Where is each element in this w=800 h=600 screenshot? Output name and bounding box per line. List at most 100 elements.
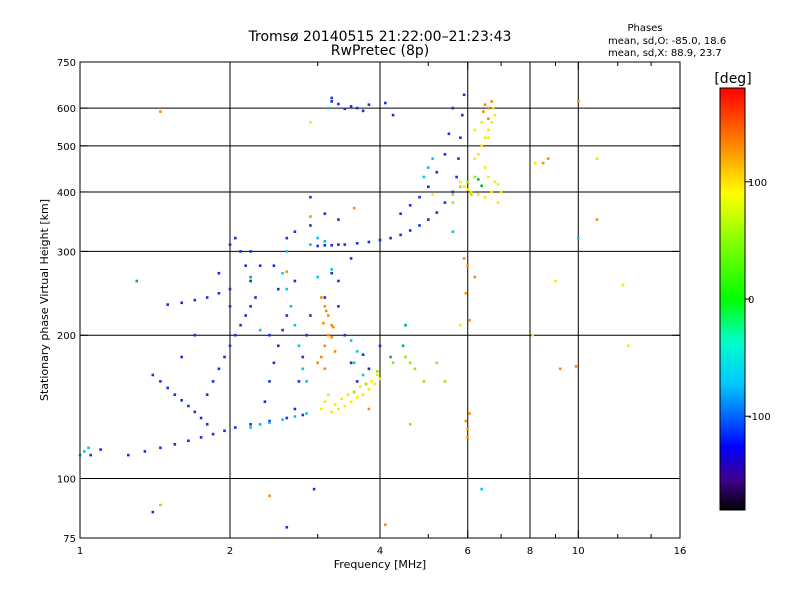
- colorbar-tick-label: -100: [748, 412, 771, 423]
- data-point: [320, 355, 323, 359]
- data-point: [349, 105, 353, 108]
- data-point: [490, 100, 493, 103]
- data-point: [320, 296, 323, 299]
- data-point: [228, 243, 232, 246]
- data-point: [323, 244, 327, 247]
- colorbar-ticks: 100 0 -100: [745, 178, 771, 423]
- data-point: [297, 380, 301, 383]
- data-point: [330, 323, 333, 327]
- data-point: [349, 400, 353, 403]
- data-point: [349, 361, 353, 365]
- data-point: [333, 350, 337, 353]
- data-point: [268, 333, 271, 337]
- data-point: [143, 450, 147, 453]
- data-point: [399, 212, 402, 215]
- data-point: [316, 361, 319, 365]
- data-point: [323, 240, 327, 243]
- data-point: [268, 380, 271, 383]
- x-tick-label: 2: [227, 546, 233, 557]
- data-point: [83, 450, 86, 453]
- data-point: [249, 275, 252, 279]
- data-point: [249, 423, 252, 426]
- data-point: [464, 419, 468, 423]
- data-point: [554, 279, 557, 283]
- data-point: [418, 224, 421, 227]
- data-point: [355, 242, 359, 245]
- data-point: [173, 393, 177, 396]
- data-point: [258, 264, 262, 267]
- data-point: [443, 153, 447, 156]
- data-point: [285, 416, 289, 420]
- data-point: [404, 323, 407, 327]
- data-point: [376, 370, 379, 373]
- data-point: [408, 229, 412, 232]
- data-point: [293, 407, 297, 411]
- data-point: [223, 355, 226, 359]
- data-point: [180, 301, 183, 305]
- data-point: [493, 180, 497, 184]
- data-point: [355, 380, 359, 383]
- data-point: [483, 166, 487, 169]
- data-point: [499, 190, 503, 194]
- data-point: [462, 185, 466, 189]
- data-point: [384, 523, 387, 526]
- data-point: [330, 271, 333, 275]
- data-point: [361, 353, 365, 356]
- data-point: [217, 292, 221, 295]
- data-point: [180, 355, 183, 359]
- data-point: [391, 113, 395, 117]
- data-point: [455, 175, 458, 179]
- data-point: [217, 367, 221, 371]
- y-tick-label: 300: [57, 247, 76, 258]
- data-point: [627, 344, 630, 348]
- data-point: [355, 350, 359, 353]
- data-point: [367, 367, 371, 371]
- data-point: [577, 236, 580, 240]
- data-point: [199, 416, 203, 420]
- y-tick-label: 100: [57, 475, 76, 486]
- data-point: [364, 382, 368, 386]
- data-point: [473, 128, 477, 132]
- data-point: [349, 339, 353, 342]
- data-point: [346, 393, 350, 396]
- data-point: [337, 305, 340, 308]
- data-point: [234, 426, 237, 429]
- data-point: [323, 344, 327, 348]
- data-point: [408, 361, 412, 365]
- data-point: [451, 201, 455, 204]
- data-point: [301, 367, 305, 371]
- data-point: [277, 344, 280, 348]
- data-point: [187, 404, 190, 408]
- data-point: [468, 412, 471, 415]
- data-point: [431, 193, 434, 196]
- data-point: [89, 453, 92, 457]
- data-point: [427, 218, 430, 221]
- data-point: [422, 175, 426, 179]
- data-point: [228, 305, 232, 308]
- data-point: [330, 244, 333, 247]
- data-point: [373, 382, 376, 386]
- data-point: [389, 355, 392, 359]
- y-tick-label: 400: [57, 188, 76, 199]
- data-point: [301, 355, 305, 359]
- x-tick-label: 6: [465, 546, 471, 557]
- data-point: [574, 365, 578, 368]
- data-point: [258, 328, 262, 332]
- data-point: [228, 287, 232, 291]
- data-point: [473, 175, 477, 179]
- data-point: [244, 264, 247, 267]
- data-point: [361, 393, 365, 396]
- data-point: [473, 275, 477, 279]
- data-point: [408, 204, 412, 207]
- data-point: [466, 180, 469, 184]
- data-point: [459, 136, 462, 139]
- data-point: [193, 333, 197, 337]
- data-point: [234, 236, 237, 240]
- data-point: [487, 117, 490, 120]
- data-point: [496, 201, 500, 204]
- data-point: [370, 380, 373, 383]
- data-point: [349, 257, 353, 260]
- data-point: [361, 373, 365, 377]
- data-point: [343, 107, 347, 111]
- y-tick-label: 200: [57, 331, 76, 342]
